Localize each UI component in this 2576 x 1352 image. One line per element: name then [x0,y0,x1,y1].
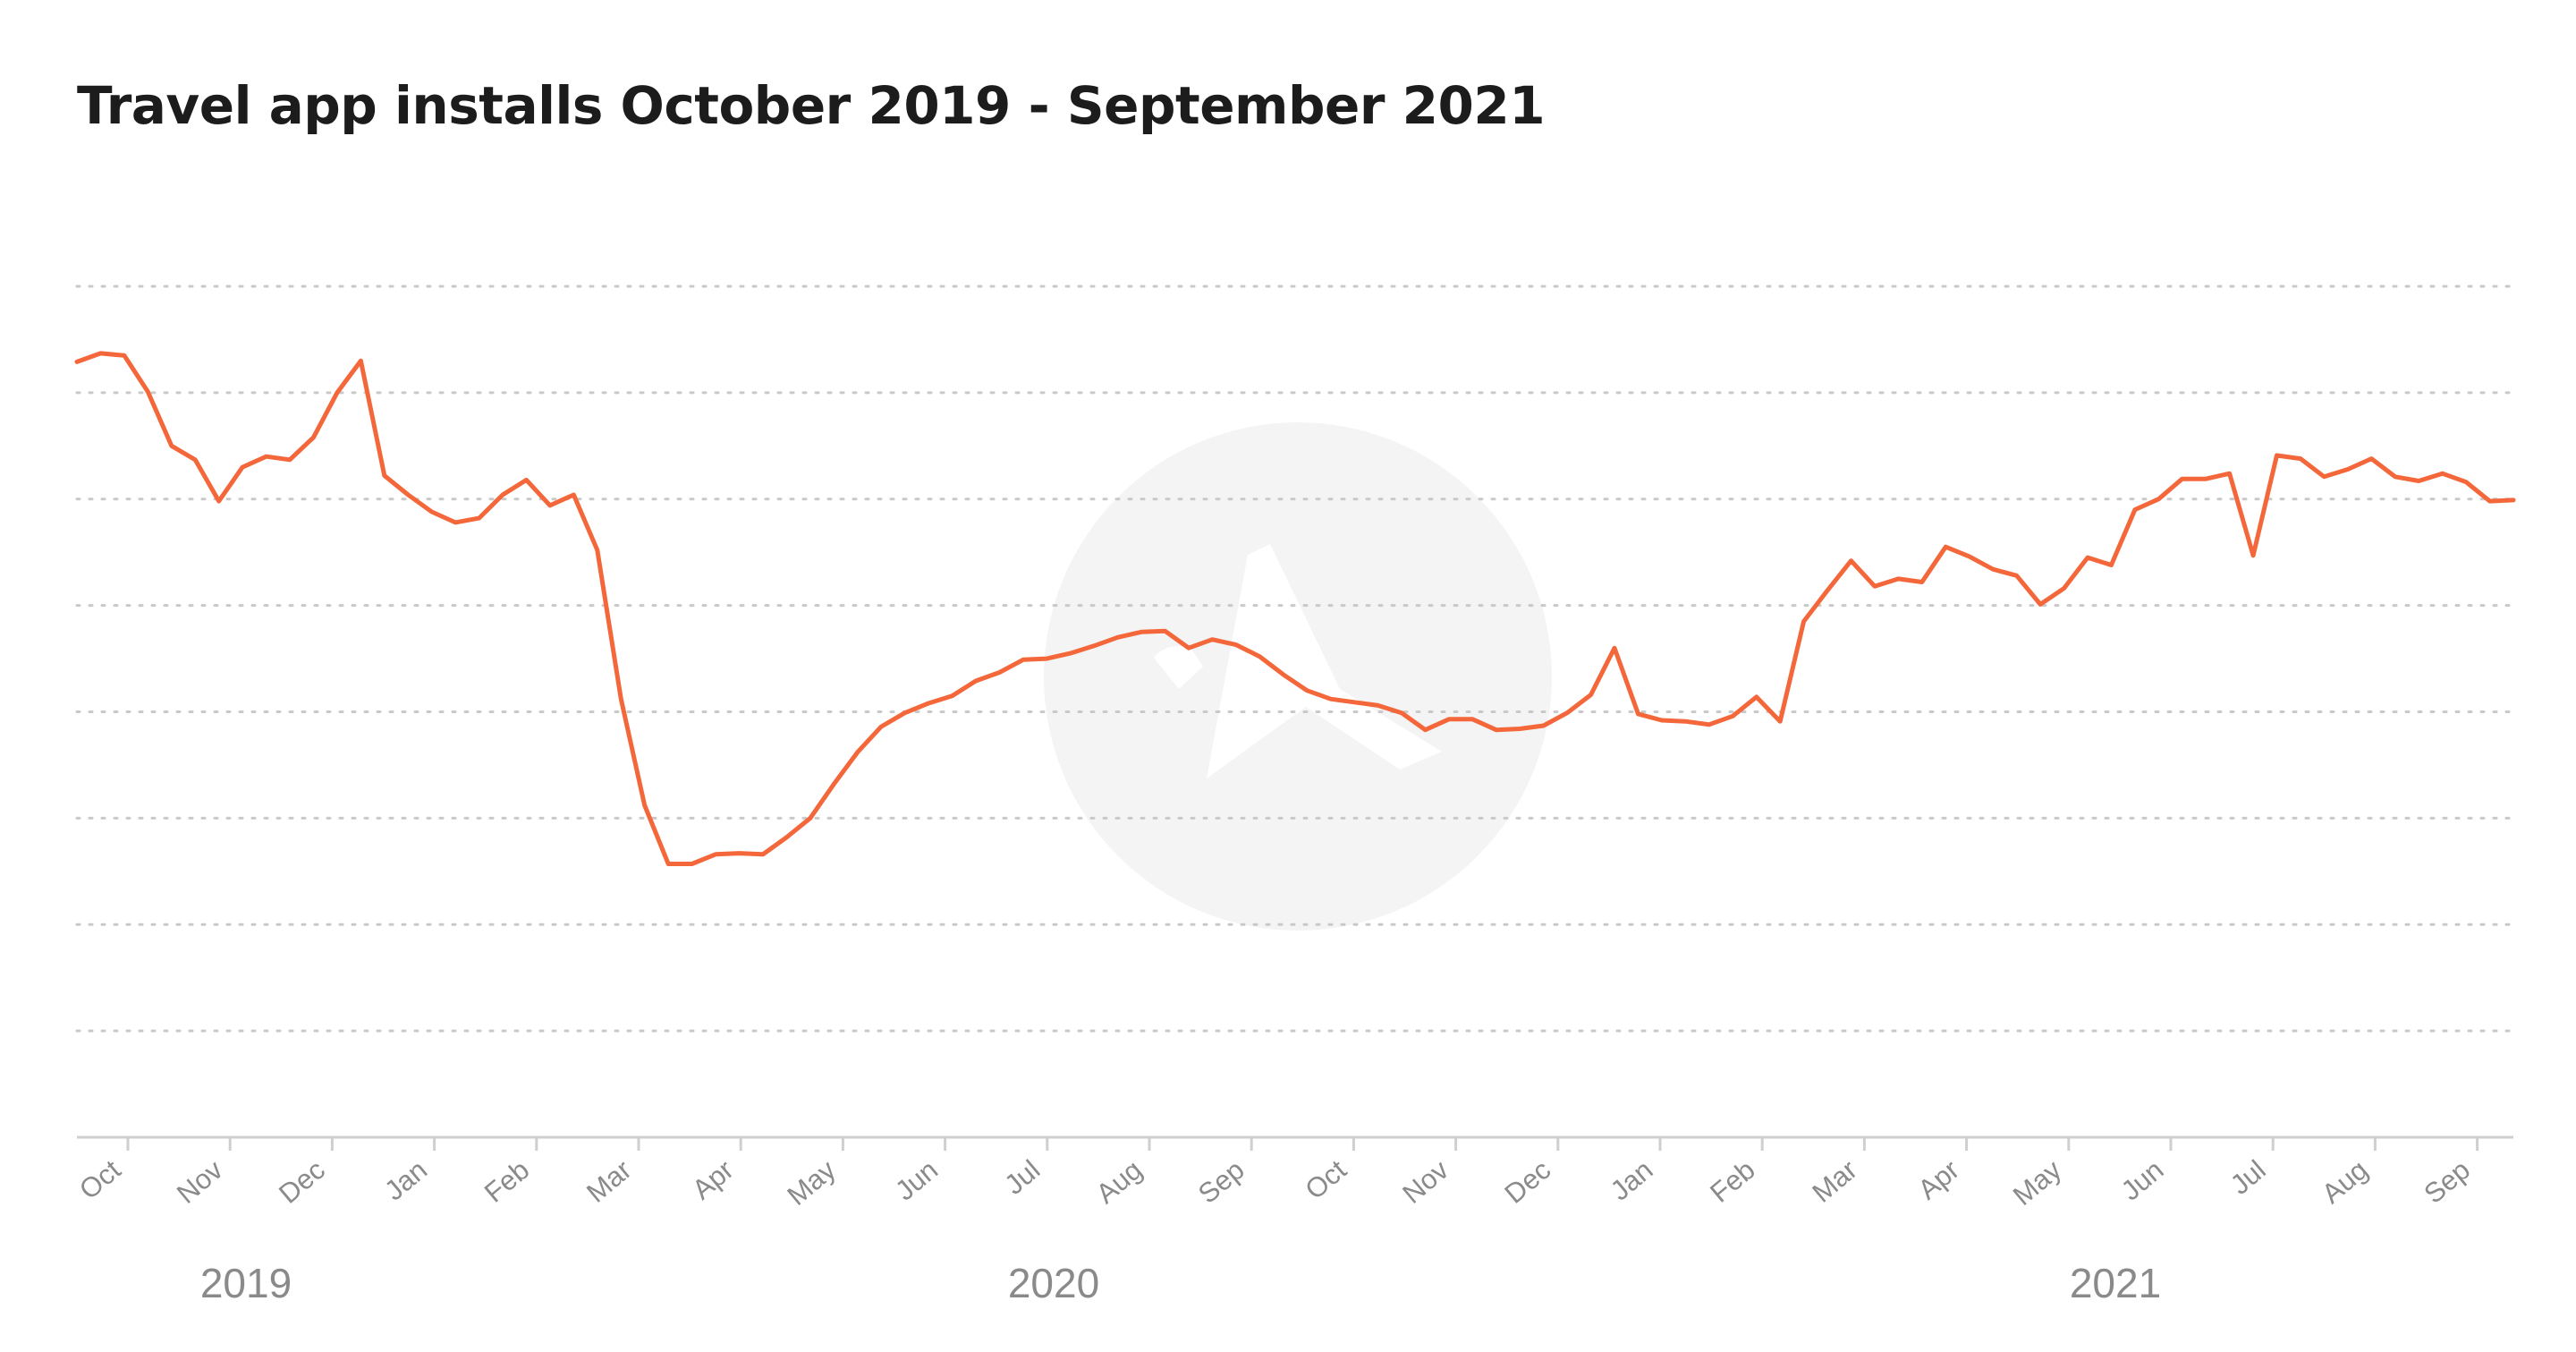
x-tick-label: Sep [2418,1154,2476,1210]
x-tick-label: Jan [1605,1154,1659,1207]
x-tick-label: Oct [73,1153,127,1205]
x-tick-label: Sep [1192,1154,1250,1210]
year-label: 2019 [200,1260,292,1306]
x-tick-label: Feb [1704,1154,1760,1209]
x-tick-label: Apr [686,1154,739,1206]
year-label: 2020 [1008,1260,1099,1306]
x-tick-label: Jan [378,1154,433,1207]
year-label: 2021 [2070,1260,2161,1306]
x-tick-label: Mar [1807,1154,1863,1209]
x-tick-label: May [2007,1153,2068,1212]
x-tick-label: Aug [1090,1154,1148,1210]
x-tick-label: Jun [2115,1154,2170,1207]
x-tick-label: Feb [479,1154,535,1209]
grid-lines [75,285,2515,1033]
x-tick-label: Jun [889,1154,944,1207]
x-tick-label: Nov [1396,1153,1454,1210]
year-labels: 2019 2020 2021 [200,1260,2161,1306]
x-tick-label: Oct [1299,1153,1352,1205]
logo-watermark-icon [1044,422,1552,931]
x-tick-label: Apr [1912,1154,1965,1206]
x-tick-label: Jul [998,1154,1046,1201]
x-axis-ticks [126,1137,2479,1151]
x-tick-label: Mar [580,1154,637,1209]
chart-title: Travel app installs October 2019 - Septe… [77,75,1546,136]
x-tick-label: Dec [1499,1154,1557,1210]
x-tick-label: Jul [2224,1154,2272,1201]
x-tick-label: May [782,1153,843,1212]
series-line [74,351,2516,866]
x-tick-label: Aug [2316,1154,2374,1210]
x-tick-label: Nov [171,1153,229,1210]
x-tick-label: Dec [273,1154,331,1210]
x-axis-labels: Oct Nov Dec Jan Feb Mar Apr May Jun Jul Aug Sep Oct N… [73,1153,2476,1212]
